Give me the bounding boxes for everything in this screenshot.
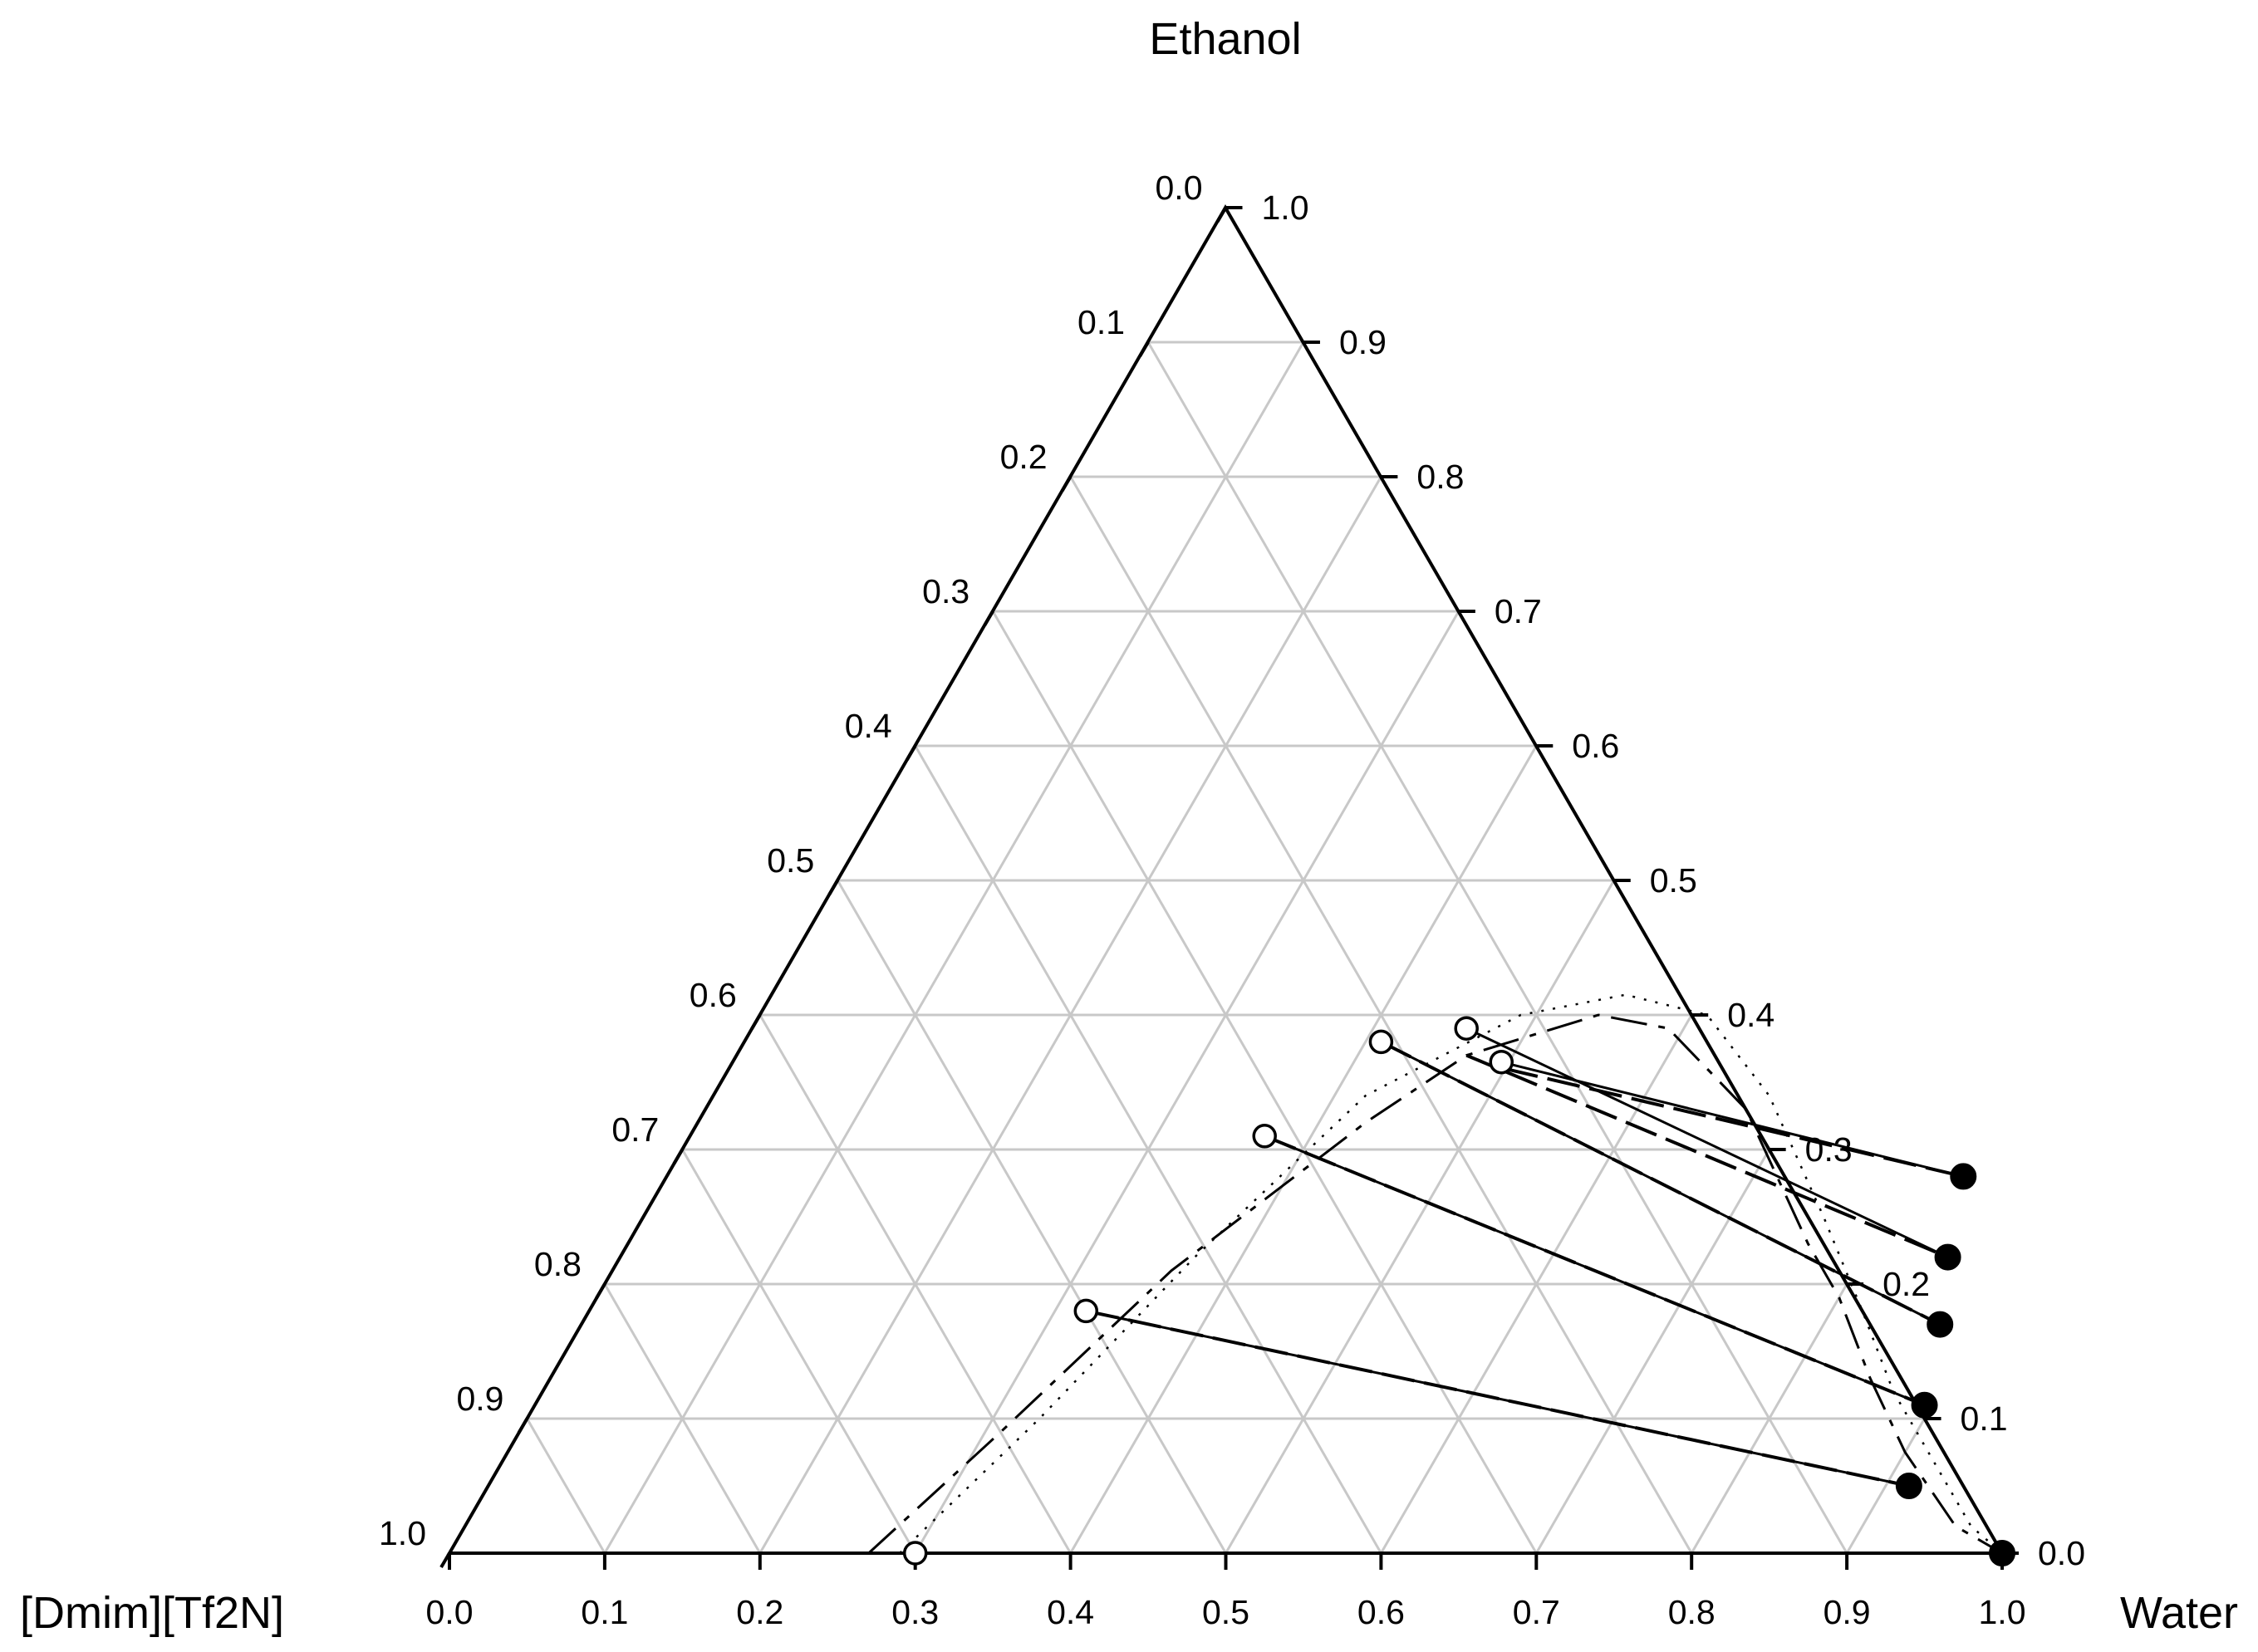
vertex-label-bottom-right: Water <box>2120 1588 2238 1638</box>
model-tie-line-2 <box>1380 1040 1941 1326</box>
tick-label-bottom-0: 0.0 <box>426 1593 474 1631</box>
tick-label-bottom-2: 0.2 <box>736 1593 783 1631</box>
tick-label-left-8: 0.8 <box>534 1245 582 1283</box>
grid-line-water-1 <box>603 341 1305 1554</box>
data-markers <box>902 1016 2015 1566</box>
open-marker-4 <box>1454 1016 1479 1041</box>
grid-line-water-9 <box>1845 1418 1926 1554</box>
tick-label-right-10: 0.0 <box>2038 1534 2085 1572</box>
grid-line-water-8 <box>1690 1283 1848 1554</box>
tick-label-bottom-9: 0.9 <box>1824 1593 1871 1631</box>
tick-label-right-3: 0.7 <box>1495 592 1542 630</box>
tie-line-4 <box>1465 1027 1949 1258</box>
grid-line-il-8 <box>603 1283 762 1554</box>
model-tie-line-1 <box>1264 1134 1926 1407</box>
tick-label-bottom-10: 1.0 <box>1979 1593 2026 1631</box>
tick-label-left-7: 0.7 <box>611 1110 659 1149</box>
tick-label-bottom-4: 0.4 <box>1047 1593 1094 1631</box>
open-marker-1 <box>1073 1298 1099 1324</box>
tick-left-10 <box>439 1552 451 1569</box>
tick-label-left-1: 0.1 <box>1077 303 1125 341</box>
tick-left-8 <box>595 1282 606 1300</box>
grid-line-il-3 <box>991 610 1538 1554</box>
tick-left-2 <box>1060 475 1073 493</box>
tick-left-4 <box>905 744 917 762</box>
grid-line-il-6 <box>758 1014 1072 1554</box>
tick-label-bottom-3: 0.3 <box>891 1593 939 1631</box>
grid-line-water-3 <box>914 610 1460 1554</box>
tick-label-bottom-5: 0.5 <box>1202 1593 1249 1631</box>
tick-left-9 <box>517 1417 529 1434</box>
filled-marker-5 <box>1950 1163 1977 1190</box>
tick-label-left-3: 0.3 <box>922 572 969 610</box>
tick-left-3 <box>983 610 994 627</box>
grid-line-il-9 <box>526 1418 606 1554</box>
open-marker-3 <box>1368 1029 1394 1055</box>
open-marker-5 <box>1489 1049 1514 1075</box>
filled-marker-2 <box>1911 1391 1938 1419</box>
tick-label-left-5: 0.5 <box>767 841 814 880</box>
filled-marker-3 <box>1927 1311 1954 1338</box>
tick-label-bottom-6: 0.6 <box>1357 1593 1405 1631</box>
tick-left-0 <box>1215 206 1228 223</box>
vertex-labels: Ethanol [Dmim][Tf2N] Water <box>20 14 2238 1638</box>
tie-lines <box>915 1027 2002 1555</box>
grid-line-water-5 <box>1225 880 1616 1554</box>
tick-label-right-8: 0.2 <box>1882 1265 1930 1303</box>
grid-line-il-1 <box>1146 341 1848 1554</box>
model-tie-line-0 <box>1085 1309 1910 1488</box>
tick-label-left-6: 0.6 <box>690 976 737 1014</box>
tick-left-7 <box>672 1148 685 1165</box>
filled-marker-4 <box>1934 1243 1961 1271</box>
tick-label-left-0: 0.0 <box>1156 169 1203 207</box>
tick-left-1 <box>1138 341 1150 358</box>
tick-labels: 0.0 0.0 1.0 0.1 0.1 0.9 0.2 0.2 0.8 0.3 0.3 0.7 0.4 0… <box>379 169 2085 1631</box>
grid-lines <box>526 341 1926 1554</box>
axis-ticks <box>439 206 2019 1570</box>
tick-left-5 <box>827 879 839 896</box>
vertex-label-top: Ethanol <box>1149 14 1301 64</box>
grid-line-water-6 <box>1380 1014 1693 1554</box>
tick-label-right-2: 0.8 <box>1416 458 1464 496</box>
model-curve-dashed <box>867 1013 2003 1555</box>
vertex-label-bottom-left: [Dmim][Tf2N] <box>20 1588 284 1638</box>
model-tie-line-4 <box>1505 1066 1964 1179</box>
grid-line-water-7 <box>1535 1149 1770 1554</box>
tick-label-right-1: 0.9 <box>1339 323 1387 361</box>
tick-label-right-0: 1.0 <box>1262 189 1309 227</box>
open-marker-0 <box>902 1541 928 1566</box>
tick-label-right-6: 0.4 <box>1727 996 1774 1034</box>
model-tie-line-3 <box>1465 1053 1949 1259</box>
tick-label-bottom-7: 0.7 <box>1513 1593 1560 1631</box>
tick-label-right-4: 0.6 <box>1572 727 1619 765</box>
tick-label-right-9: 0.1 <box>1961 1400 2008 1438</box>
tick-label-left-2: 0.2 <box>1000 438 1048 476</box>
grid-line-il-5 <box>836 880 1227 1554</box>
tick-label-left-10: 1.0 <box>379 1514 426 1552</box>
grid-line-il-7 <box>681 1149 916 1554</box>
tick-label-left-9: 0.9 <box>456 1380 503 1418</box>
tick-label-bottom-8: 0.8 <box>1668 1593 1716 1631</box>
model-curves <box>867 993 2003 1555</box>
open-marker-2 <box>1252 1124 1277 1149</box>
tick-label-bottom-1: 0.1 <box>581 1593 628 1631</box>
filled-marker-0 <box>1989 1540 2015 1566</box>
tick-label-left-4: 0.4 <box>845 707 892 745</box>
tick-left-6 <box>750 1013 762 1031</box>
filled-marker-1 <box>1895 1473 1922 1499</box>
tick-label-right-5: 0.5 <box>1650 861 1697 900</box>
